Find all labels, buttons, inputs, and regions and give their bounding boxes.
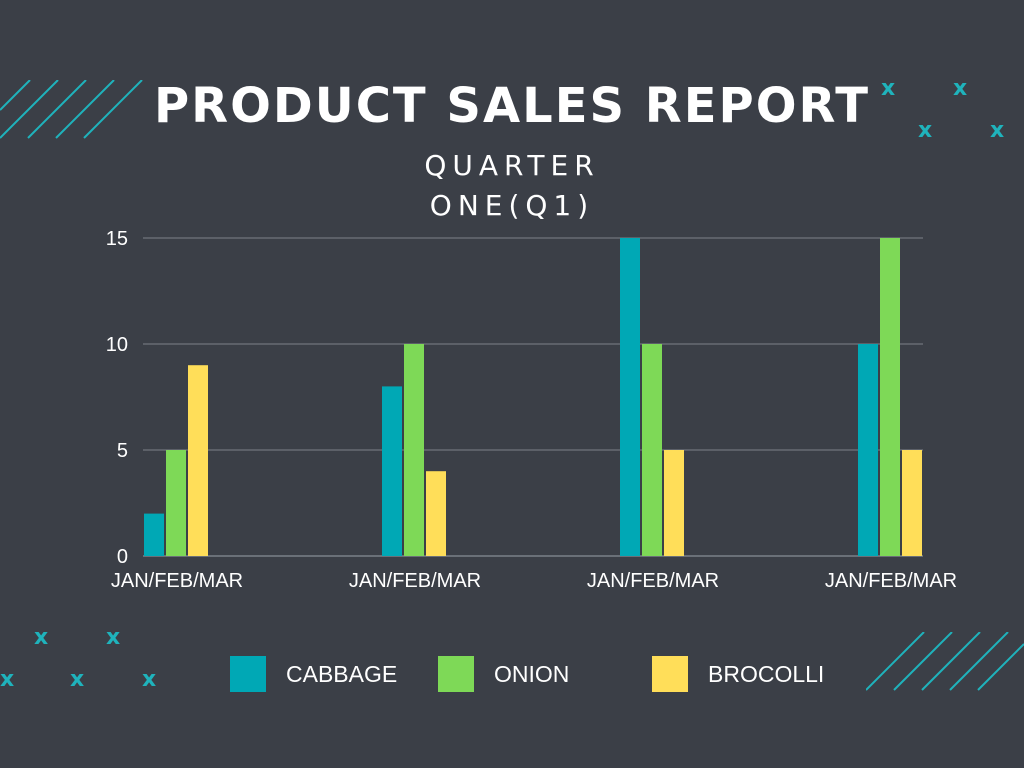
y-tick-label: 15 bbox=[106, 228, 128, 250]
bar-onion-1 bbox=[166, 450, 186, 556]
legend-label: BROCOLLI bbox=[708, 661, 825, 687]
x-tick-label: JAN/FEB/MAR bbox=[111, 570, 243, 592]
bar-onion-2 bbox=[404, 344, 424, 556]
bar-cabbage-4 bbox=[858, 344, 878, 556]
x-tick-label: JAN/FEB/MAR bbox=[349, 570, 481, 592]
x-tick-label: JAN/FEB/MAR bbox=[587, 570, 719, 592]
legend-label: ONION bbox=[494, 661, 570, 687]
subtitle-line-2: ONE(Q1) bbox=[429, 189, 595, 222]
bar-cabbage-2 bbox=[382, 386, 402, 556]
x-tick-label: JAN/FEB/MAR bbox=[825, 570, 957, 592]
chart-y-axis: 0 5 10 15 bbox=[106, 228, 128, 568]
bar-onion-4 bbox=[880, 238, 900, 556]
x-decoration-icon: x bbox=[990, 118, 1005, 143]
bar-cabbage-3 bbox=[620, 238, 640, 556]
bar-brocolli-2 bbox=[426, 471, 446, 556]
x-decoration-icon: x bbox=[34, 625, 49, 650]
chart-x-axis: JAN/FEB/MAR JAN/FEB/MAR JAN/FEB/MAR JAN/FEB… bbox=[111, 570, 957, 592]
x-decoration-icon: x bbox=[918, 118, 933, 143]
y-tick-label: 5 bbox=[117, 440, 128, 462]
stripes-decoration-bottom-right bbox=[866, 632, 1024, 691]
legend-label: CABBAGE bbox=[286, 661, 398, 687]
report-title: PRODUCT SALES REPORT bbox=[153, 78, 871, 134]
bar-brocolli-3 bbox=[664, 450, 684, 556]
bar-brocolli-1 bbox=[188, 365, 208, 556]
chart-gridlines bbox=[143, 237, 923, 557]
bar-brocolli-4 bbox=[902, 450, 922, 556]
legend-swatch bbox=[438, 656, 474, 692]
x-decoration-icon: x bbox=[70, 667, 85, 692]
bar-cabbage-1 bbox=[144, 513, 164, 556]
y-tick-label: 10 bbox=[106, 334, 128, 356]
y-tick-label: 0 bbox=[117, 546, 128, 568]
legend-swatch bbox=[230, 656, 266, 692]
x-decoration-icon: x bbox=[142, 667, 157, 692]
stripes-decoration-top-left bbox=[0, 80, 143, 139]
chart-bars bbox=[144, 238, 922, 556]
x-decoration-icon: x bbox=[953, 76, 968, 101]
legend-swatch bbox=[652, 656, 688, 692]
x-decoration-icon: x bbox=[0, 667, 15, 692]
subtitle-line-1: QUARTER bbox=[424, 149, 600, 182]
x-decoration-icon: x bbox=[106, 625, 121, 650]
x-decoration-icon: x bbox=[881, 76, 896, 101]
bar-onion-3 bbox=[642, 344, 662, 556]
report-subtitle: QUARTER ONE(Q1) bbox=[0, 146, 1024, 226]
